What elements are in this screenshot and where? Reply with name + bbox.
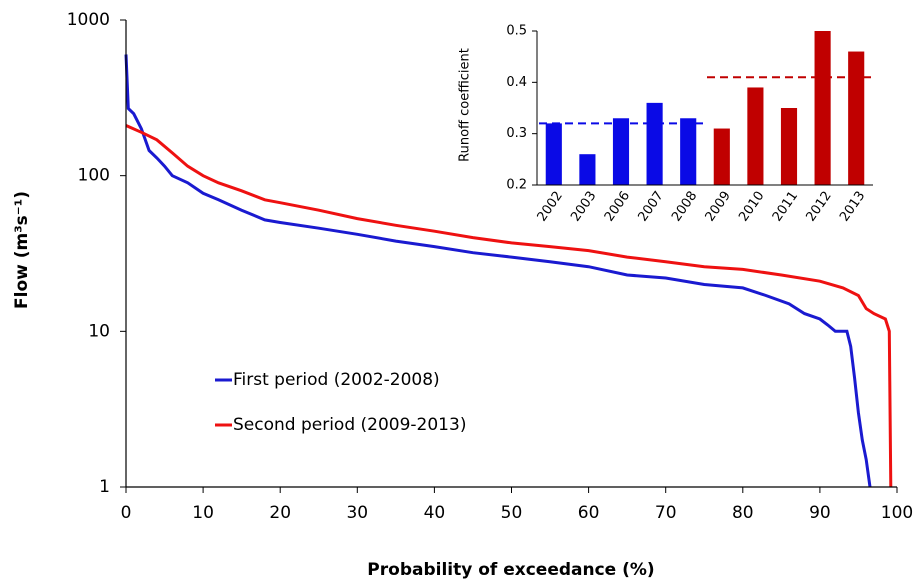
bar xyxy=(848,51,865,186)
bar xyxy=(780,108,798,185)
bar xyxy=(747,87,764,185)
x-tick-label: 50 xyxy=(501,503,523,523)
x-tick-label: 10 xyxy=(192,503,214,523)
x-tick-label: 60 xyxy=(578,503,600,523)
x-tick-label: 2010 xyxy=(736,189,767,225)
bar xyxy=(545,123,562,185)
x-tick-label: 80 xyxy=(732,503,754,523)
x-axis-label: Probability of exceedance (%) xyxy=(367,560,654,580)
x-tick-label: 2007 xyxy=(635,189,666,225)
x-tick-label: 0 xyxy=(121,503,132,523)
x-tick-label: 100 xyxy=(881,503,913,523)
x-tick-label: 2011 xyxy=(770,189,801,225)
x-tick-label: 90 xyxy=(809,503,831,523)
legend-label: First period (2002-2008) xyxy=(233,370,440,390)
bar xyxy=(713,128,730,185)
y-tick-label: 1000 xyxy=(67,10,110,30)
flow-line xyxy=(125,124,893,488)
bar xyxy=(612,118,630,185)
y-tick-label: 0.2 xyxy=(506,178,527,193)
y-tick-label: 0.5 xyxy=(506,24,527,39)
x-tick-label: 2006 xyxy=(602,189,633,225)
x-tick-label: 2003 xyxy=(568,189,599,225)
legend-label: Second period (2009-2013) xyxy=(233,415,466,435)
x-tick-label: 2008 xyxy=(669,189,700,225)
x-tick-label: 70 xyxy=(655,503,677,523)
bar xyxy=(579,154,596,185)
x-tick-label: 2012 xyxy=(803,189,834,225)
x-tick-label: 30 xyxy=(346,503,368,523)
y-tick-label: 0.4 xyxy=(506,75,527,90)
y-tick-label: 100 xyxy=(78,166,110,186)
y-tick-label: 0.3 xyxy=(506,126,527,141)
bar xyxy=(680,118,697,185)
x-tick-label: 2002 xyxy=(535,189,566,225)
bar xyxy=(814,31,831,185)
flow-line xyxy=(124,54,872,488)
bar xyxy=(646,102,663,185)
inset-y-axis-label: Runoff coefficient xyxy=(458,48,473,162)
y-tick-label: 10 xyxy=(88,321,110,341)
y-tick-label: 1 xyxy=(99,477,110,497)
x-tick-label: 2013 xyxy=(837,189,868,225)
x-tick-label: 40 xyxy=(424,503,446,523)
x-tick-label: 2009 xyxy=(703,189,734,225)
x-tick-label: 20 xyxy=(269,503,291,523)
y-axis-label: Flow (m³s⁻¹) xyxy=(12,191,32,309)
